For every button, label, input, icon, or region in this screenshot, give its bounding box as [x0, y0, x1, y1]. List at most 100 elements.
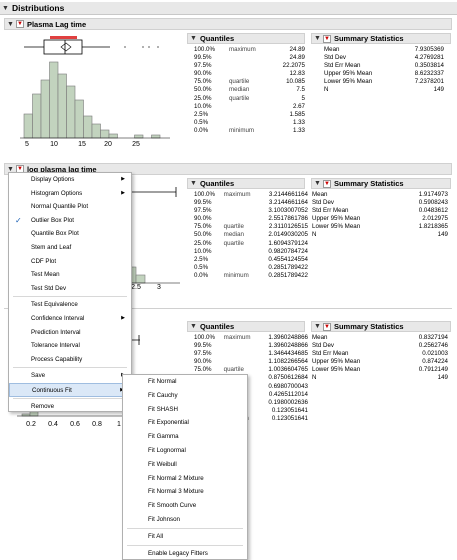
- summary-value: 2.012975: [422, 215, 448, 223]
- third-summary-table: Mean 0.8327194 Std Dev 0.2562746 Std Err Mea…: [310, 334, 450, 383]
- quantile-percent: 50.0%: [194, 86, 212, 94]
- quantile-percent: 75.0%: [194, 78, 212, 86]
- quantile-percent: 0.0%: [194, 271, 209, 279]
- summary-label: Upper 95% Mean: [312, 215, 361, 223]
- menu-item-prediction-interval[interactable]: Prediction Interval: [9, 326, 131, 340]
- collapse-triangle-icon[interactable]: ▼: [190, 323, 197, 330]
- quantile-row: 10.0% 0.9820784724: [192, 248, 310, 256]
- menu-item-histogram-options[interactable]: Histogram Options ▶: [9, 187, 131, 201]
- collapse-triangle-icon[interactable]: ▼: [314, 323, 321, 330]
- summary-row: Std Dev 0.2562746: [310, 342, 450, 350]
- log-summary-header[interactable]: ▼ ▼ Summary Statistics: [311, 178, 451, 189]
- plasma-histogram-bar: [108, 133, 118, 139]
- fit-menu-item-fit-normal-3-mixture[interactable]: Fit Normal 3 Mixture: [148, 488, 204, 496]
- quantile-label: quartile: [223, 366, 244, 374]
- plasma-histogram-bar: [151, 134, 161, 139]
- quantile-value: 0.9820784724: [268, 247, 308, 255]
- menu-item-label: Continuous Fit: [32, 386, 72, 394]
- plasma-outlier-point: [142, 46, 144, 48]
- menu-item-label: CDF Plot: [31, 257, 57, 265]
- menu-item-display-options[interactable]: Display Options ▶: [9, 173, 131, 187]
- menu-item-test-std-dev[interactable]: Test Std Dev: [9, 282, 131, 296]
- quantile-label: maximum: [223, 191, 251, 198]
- menu-item-label: Save: [31, 372, 46, 380]
- menu-item-stem-and-leaf[interactable]: Stem and Leaf: [9, 241, 131, 255]
- fit-menu-item-fit-all[interactable]: Fit All: [148, 532, 164, 540]
- quantile-value: 10.085: [286, 78, 305, 86]
- summary-label: Std Err Mean: [312, 207, 349, 215]
- third-summary-header[interactable]: ▼ ▼ Summary Statistics: [311, 321, 451, 332]
- menu-item-save[interactable]: Save▶: [9, 369, 131, 383]
- quantile-label: median: [228, 86, 250, 94]
- menu-item-label: Histogram Options: [31, 189, 83, 197]
- menu-item-test-mean[interactable]: Test Mean: [9, 268, 131, 282]
- fit-menu-item-enable-legacy-fitters[interactable]: Enable Legacy Fitters: [148, 549, 208, 557]
- quantile-value: 2.0149030205: [268, 231, 308, 239]
- menu-item-process-capability[interactable]: Process Capability: [9, 353, 131, 367]
- quantile-label: [222, 199, 259, 207]
- fit-menu-item-fit-lognormal[interactable]: Fit Lognormal: [148, 446, 186, 454]
- summary-row: N 149: [310, 231, 450, 239]
- quantile-label: minimum: [228, 126, 255, 134]
- quantiles-title: Quantiles: [199, 179, 235, 188]
- red-triangle-menu-icon[interactable]: ▼: [15, 20, 24, 28]
- fit-menu-item-fit-johnson[interactable]: Fit Johnson: [148, 515, 180, 523]
- collapse-triangle-icon[interactable]: ▼: [190, 35, 197, 42]
- summary-label: Mean: [312, 191, 328, 198]
- fit-menu-item-fit-normal[interactable]: Fit Normal: [148, 378, 177, 385]
- quantile-row: 90.0% 1.1082266564: [192, 358, 310, 366]
- quantile-row: 75.0% quartile 1.0036604765: [192, 366, 310, 374]
- menu-item-test-equivalence[interactable]: Test Equivalence: [9, 298, 131, 312]
- continuous-fit-submenu[interactable]: Fit Normal Fit Cauchy Fit SHASH Fit Exponen…: [122, 374, 248, 560]
- red-triangle-menu-icon[interactable]: ▼: [322, 322, 331, 331]
- red-triangle-menu-icon[interactable]: ▼: [322, 34, 331, 43]
- quantile-label: [222, 264, 259, 272]
- quantile-row: 0.5% 0.2851789422: [192, 264, 310, 272]
- collapse-triangle-icon[interactable]: ▼: [2, 4, 9, 12]
- distributions-title: Distributions: [11, 3, 65, 13]
- distributions-header[interactable]: ▼ Distributions: [0, 2, 457, 15]
- third-quantiles-header[interactable]: ▼ Quantiles: [187, 321, 305, 332]
- quantile-value: 1.33: [292, 118, 305, 126]
- menu-item-tolerance-interval[interactable]: Tolerance Interval: [9, 339, 131, 353]
- collapse-triangle-icon[interactable]: ▼: [190, 180, 197, 187]
- collapse-triangle-icon[interactable]: ▼: [314, 180, 321, 187]
- collapse-triangle-icon[interactable]: ▼: [7, 165, 14, 173]
- collapse-triangle-icon[interactable]: ▼: [7, 20, 14, 28]
- fit-menu-item-fit-cauchy[interactable]: Fit Cauchy: [148, 391, 178, 399]
- plasma-outlier-point: [124, 46, 126, 48]
- fit-menu-item-fit-gamma[interactable]: Fit Gamma: [148, 433, 179, 441]
- fit-menu-item-fit-exponential[interactable]: Fit Exponential: [148, 419, 189, 427]
- plasma-summary-header[interactable]: ▼ ▼ Summary Statistics: [311, 33, 451, 44]
- quantile-percent: 25.0%: [194, 239, 212, 247]
- summary-label: Lower 95% Mean: [324, 78, 373, 86]
- fit-menu-item-fit-shash[interactable]: Fit SHASH: [148, 405, 178, 413]
- collapse-triangle-icon[interactable]: ▼: [314, 35, 321, 42]
- submenu-arrow-icon: ▶: [121, 314, 125, 321]
- log-quantiles-header[interactable]: ▼ Quantiles: [187, 178, 305, 189]
- menu-item-continuous-fit[interactable]: Continuous Fit▶: [9, 382, 131, 397]
- fit-menu-item-fit-weibull[interactable]: Fit Weibull: [148, 460, 177, 468]
- summary-row: Std Err Mean 0.0483612: [310, 207, 450, 215]
- summary-row: Upper 95% Mean 0.874224: [310, 358, 450, 366]
- plasma-histogram-bar: [74, 99, 84, 139]
- red-triangle-menu-icon[interactable]: ▼: [322, 179, 331, 188]
- fit-menu-item-fit-smooth-curve[interactable]: Fit Smooth Curve: [148, 502, 197, 510]
- third-tick-label: 0.2: [26, 421, 36, 428]
- menu-item-cdf-plot[interactable]: CDF Plot: [9, 255, 131, 269]
- summary-label: N: [312, 231, 317, 239]
- menu-item-quantile-box-plot[interactable]: Quantile Box Plot: [9, 227, 131, 241]
- plasma-section-header[interactable]: ▼ ▼ Plasma Lag time: [4, 18, 452, 30]
- menu-item-outlier-box-plot[interactable]: ✓ Outlier Box Plot: [9, 214, 131, 228]
- menu-separator: [127, 527, 243, 529]
- third-tick-label: 0.4: [48, 421, 58, 428]
- menu-item-confidence-interval[interactable]: Confidence Interval ▶: [9, 312, 131, 326]
- fit-menu-item-fit-normal-2-mixture[interactable]: Fit Normal 2 Mixture: [148, 474, 204, 482]
- menu-item-remove[interactable]: Remove: [9, 400, 131, 414]
- menu-item-normal-quantile-plot[interactable]: Normal Quantile Plot: [9, 200, 131, 214]
- red-triangle-context-menu[interactable]: Display Options ▶ Histogram Options ▶ Normal…: [8, 172, 132, 412]
- quantile-percent: 10.0%: [194, 247, 212, 255]
- plasma-quantiles-header[interactable]: ▼ Quantiles: [187, 33, 305, 44]
- quantile-percent: 100.0%: [194, 191, 215, 198]
- summary-label: Lower 95% Mean: [312, 366, 361, 374]
